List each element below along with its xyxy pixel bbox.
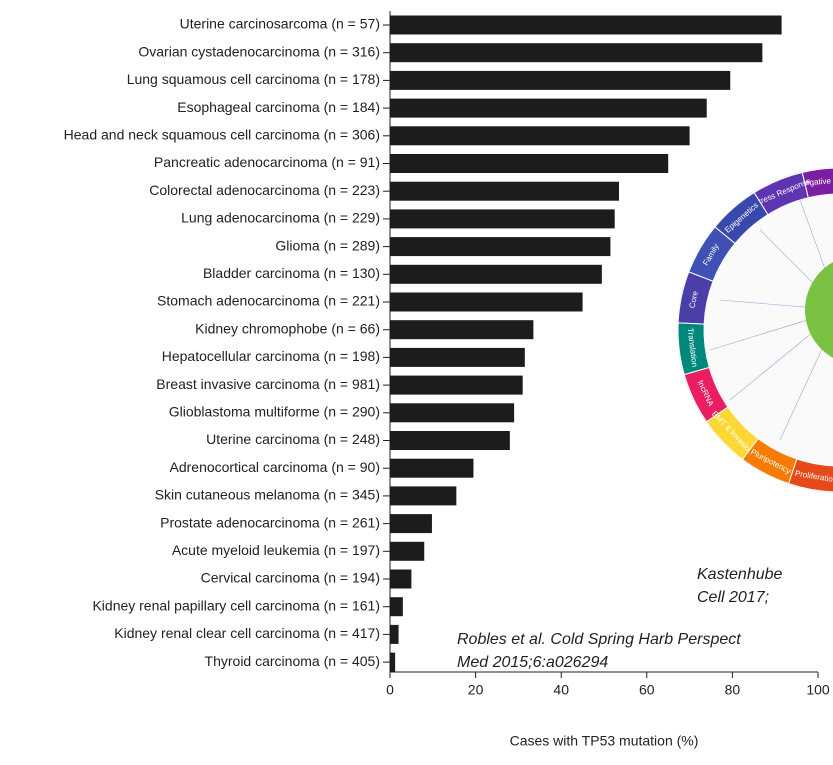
y-tick-label: Cervical carcinoma (n = 194) (201, 570, 380, 586)
bar (390, 597, 403, 617)
bar (390, 181, 619, 201)
inset-figure: Negative RegulaStress ResponseEpigenetic… (677, 167, 833, 493)
bar (390, 347, 525, 367)
bar (390, 541, 425, 561)
bar (390, 292, 583, 312)
bar (390, 98, 707, 118)
x-tick-label: 20 (468, 682, 484, 698)
y-tick-label: Uterine carcinoma (n = 248) (206, 431, 380, 447)
bar (390, 624, 399, 644)
bar (390, 237, 611, 257)
ring-segment (787, 458, 833, 493)
bar (390, 458, 474, 478)
y-tick-label: Glioblastoma multiforme (n = 290) (169, 404, 380, 420)
y-tick-label: Hepatocellular carcinoma (n = 198) (162, 348, 380, 364)
x-tick-label: 0 (386, 682, 394, 698)
x-tick-label: 100 (806, 682, 830, 698)
y-tick-label: Prostate adenocarcinoma (n = 261) (160, 514, 380, 530)
ring-label: Negative Regula (799, 174, 833, 187)
bar (390, 15, 782, 35)
y-tick-label: Uterine carcinosarcoma (n = 57) (180, 16, 380, 32)
y-tick-label: Breast invasive carcinoma (n = 981) (156, 376, 380, 392)
bar (390, 154, 669, 173)
bar (390, 320, 534, 340)
y-tick-label: Esophageal carcinoma (n = 184) (177, 99, 380, 115)
x-axis-label: Cases with TP53 mutation (%) (510, 733, 699, 749)
x-tick-label: 60 (639, 682, 655, 698)
y-tick-label: Glioma (n = 289) (275, 237, 380, 253)
bar (390, 652, 396, 672)
bar (390, 264, 602, 284)
y-tick-label: Lung adenocarcinoma (n = 229) (181, 210, 380, 226)
bar (390, 126, 690, 146)
annotation: Med 2015;6:a026294 (457, 654, 608, 671)
y-tick-label: Acute myeloid leukemia (n = 197) (172, 542, 380, 558)
x-tick-label: 40 (553, 682, 569, 698)
y-tick-label: Thyroid carcinoma (n = 405) (205, 653, 380, 669)
bar (390, 209, 615, 229)
bar (390, 514, 432, 534)
ring-label: Core (688, 290, 700, 309)
x-tick-label: 80 (725, 682, 741, 698)
bar (390, 486, 457, 506)
inset-caption: Kastenhube (697, 566, 783, 583)
y-tick-label: Head and neck squamous cell carcinoma (n… (64, 127, 380, 143)
bar (390, 375, 523, 395)
inset-ring: Negative RegulaStress ResponseEpigenetic… (677, 167, 833, 493)
y-tick-label: Colorectal adenocarcinoma (n = 223) (149, 182, 380, 198)
y-tick-label: Kidney renal papillary cell carcinoma (n… (92, 597, 380, 613)
y-tick-label: Kidney renal clear cell carcinoma (n = 4… (114, 625, 380, 641)
y-tick-label: Ovarian cystadenocarcinoma (n = 316) (138, 43, 380, 59)
bar (390, 43, 763, 63)
y-tick-label: Pancreatic adenocarcinoma (n = 91) (154, 154, 380, 170)
y-tick-label: Lung squamous cell carcinoma (n = 178) (127, 71, 380, 87)
inset-caption: Cell 2017; (697, 589, 769, 606)
inset-center (805, 262, 833, 358)
y-tick-label: Bladder carcinoma (n = 130) (203, 265, 380, 281)
y-tick-label: Kidney chromophobe (n = 66) (195, 320, 380, 336)
bar (390, 431, 510, 450)
bar (390, 70, 731, 90)
y-tick-label: Adrenocortical carcinoma (n = 90) (170, 459, 381, 475)
y-tick-label: Skin cutaneous melanoma (n = 345) (155, 487, 380, 503)
bar (390, 569, 412, 589)
annotation: Robles et al. Cold Spring Harb Perspect (457, 631, 741, 648)
bar (390, 403, 515, 423)
y-tick-label: Stomach adenocarcinoma (n = 221) (157, 293, 380, 309)
